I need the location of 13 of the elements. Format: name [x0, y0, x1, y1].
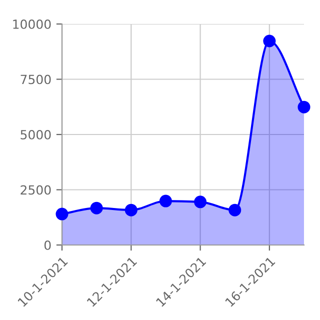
point [159, 194, 172, 208]
y-tick-label: 10000 [13, 19, 51, 29]
y-tick-label: 7500 [20, 74, 51, 84]
point [56, 208, 68, 220]
y-tick-label: 5000 [20, 130, 51, 140]
point [90, 202, 103, 214]
point [263, 34, 276, 48]
point [194, 196, 207, 208]
point [228, 204, 242, 216]
point [124, 204, 138, 216]
y-tick-label: 0 [44, 240, 51, 250]
y-tick-label: 2500 [20, 185, 51, 195]
point [298, 100, 310, 114]
